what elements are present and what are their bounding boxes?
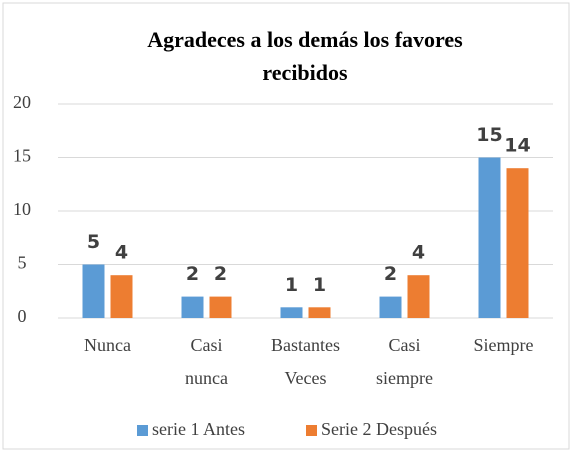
legend-label: serie 1 Antes xyxy=(152,419,245,439)
bar xyxy=(506,168,529,318)
bar xyxy=(379,296,402,318)
y-tick-label: 15 xyxy=(13,146,31,166)
x-tick-label: Siempre xyxy=(474,335,534,355)
bar xyxy=(209,296,232,318)
data-label: 15 xyxy=(476,124,502,146)
x-tick-label: Casi siempre xyxy=(376,335,433,388)
legend-swatch xyxy=(137,425,148,436)
data-label: 2 xyxy=(186,263,199,285)
bar xyxy=(478,157,501,318)
x-tick-label: Nunca xyxy=(84,335,131,355)
data-label: 1 xyxy=(313,274,326,296)
bar xyxy=(82,264,105,318)
bar xyxy=(308,307,331,318)
x-tick-label: Casi nunca xyxy=(185,335,228,388)
x-tick-label: Bastantes Veces xyxy=(271,335,340,388)
data-label: 5 xyxy=(87,231,100,253)
bar xyxy=(181,296,204,318)
bar xyxy=(110,275,133,318)
chart-title: Agradeces a los demás los favores recibid… xyxy=(147,27,463,85)
data-label: 4 xyxy=(115,242,128,264)
data-label: 2 xyxy=(384,263,397,285)
chart-frame xyxy=(2,2,570,450)
y-tick-label: 20 xyxy=(13,92,31,112)
y-tick-label: 10 xyxy=(13,199,31,219)
data-label: 2 xyxy=(214,263,227,285)
data-label: 14 xyxy=(504,135,530,157)
bar xyxy=(407,275,430,318)
data-label: 4 xyxy=(412,242,425,264)
legend-label: Serie 2 Después xyxy=(321,419,437,439)
y-tick-label: 5 xyxy=(18,253,27,273)
bar xyxy=(280,307,303,318)
data-label: 1 xyxy=(285,274,298,296)
legend-swatch xyxy=(306,425,317,436)
y-tick-label: 0 xyxy=(18,306,27,326)
